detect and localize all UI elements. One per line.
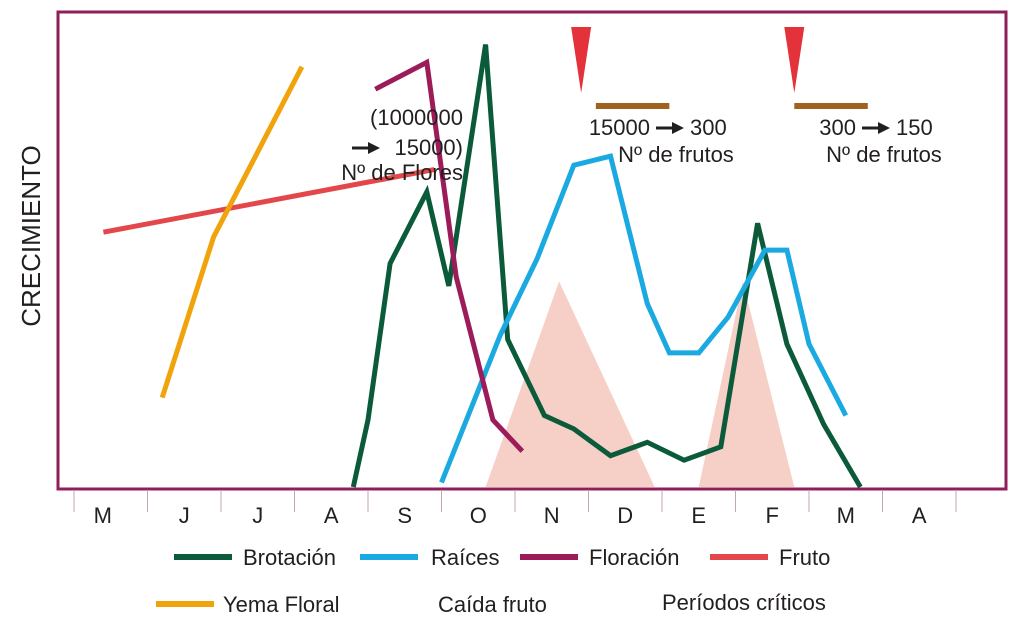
critical-marker-2 [784,27,805,93]
x-tick-label: E [691,503,706,528]
annotation-fruits1-to: 300 [690,115,727,140]
x-tick-label: A [324,503,339,528]
critical-marker-1 [571,27,592,93]
legend-label: Brotación [243,545,336,570]
annotation-fruits2-label: Nº de frutos [826,142,942,167]
legend-label: Períodos críticos [662,590,826,615]
series-line-yema-floral [159,65,305,399]
series-line-brotacion [350,44,863,489]
x-tick-label: A [912,503,927,528]
arrow-head-icon [878,122,890,134]
y-axis-label: CRECIMIENTO [16,145,46,327]
legend-label: Yema Floral [223,592,340,617]
legend-label: Floración [589,545,679,570]
x-tick-label: M [837,503,855,528]
annotation-flowers-to: 15000) [394,135,463,160]
annotation-fruits1-label: Nº de frutos [618,142,734,167]
arrow-head-icon [368,142,380,154]
x-tick-label: S [397,503,412,528]
legend-label: Fruto [779,545,830,570]
x-tick-label: D [617,503,633,528]
legend-label: Raíces [431,545,499,570]
series-line-floracion [374,58,525,453]
series-line-fruto [102,167,435,235]
x-tick-label: O [470,503,487,528]
arrow-head-icon [672,122,684,134]
legend-label: Caída fruto [438,592,547,617]
series-line-raices [439,153,849,484]
annotation-flowers-from: (1000000 [370,105,463,130]
fruit-drop-region-1 [485,281,655,487]
annotation-fruits2-from: 300 [819,115,856,140]
x-tick-label: F [766,503,779,528]
x-tick-label: N [544,503,560,528]
x-tick-label: J [179,503,190,528]
x-tick-label: J [252,503,263,528]
annotation-fruits2-to: 150 [896,115,933,140]
annotation-fruits1-from: 15000 [589,115,650,140]
annotation-flowers-label: Nº de Flores [341,160,463,185]
x-tick-label: M [94,503,112,528]
